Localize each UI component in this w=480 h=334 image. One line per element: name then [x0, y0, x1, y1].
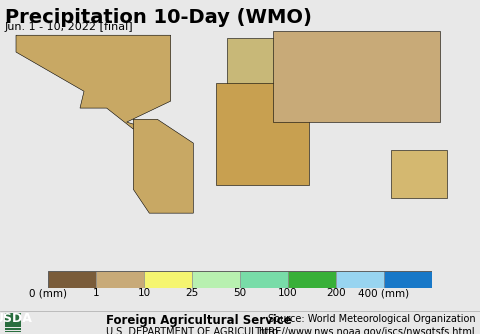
Text: 100: 100 — [278, 288, 298, 298]
Polygon shape — [273, 31, 440, 122]
Bar — [144, 271, 192, 288]
Bar — [5, 325, 21, 327]
Text: U.S. DEPARTMENT OF AGRICULTURE: U.S. DEPARTMENT OF AGRICULTURE — [106, 327, 281, 334]
Text: 1: 1 — [93, 288, 99, 298]
Bar — [96, 271, 144, 288]
Bar — [48, 271, 96, 288]
Text: USDA: USDA — [0, 312, 33, 325]
Text: 200: 200 — [326, 288, 346, 298]
Bar — [288, 271, 336, 288]
Text: Jun. 1 - 10, 2022 [final]: Jun. 1 - 10, 2022 [final] — [5, 22, 133, 32]
Text: 400 (mm): 400 (mm) — [359, 288, 409, 298]
Text: 50: 50 — [233, 288, 247, 298]
Bar — [192, 271, 240, 288]
Text: http://www.nws.noaa.gov/iscs/nwsgtsfs.html: http://www.nws.noaa.gov/iscs/nwsgtsfs.ht… — [259, 327, 475, 334]
Polygon shape — [227, 38, 293, 87]
Bar — [5, 328, 21, 330]
Polygon shape — [133, 119, 193, 213]
Polygon shape — [16, 35, 171, 129]
Text: 25: 25 — [185, 288, 199, 298]
Text: 10: 10 — [137, 288, 151, 298]
Bar — [384, 271, 432, 288]
Text: Foreign Agricultural Service: Foreign Agricultural Service — [106, 314, 291, 327]
Bar — [5, 313, 21, 325]
Bar — [5, 331, 21, 332]
Text: Precipitation 10-Day (WMO): Precipitation 10-Day (WMO) — [5, 8, 312, 27]
Text: 0 (mm): 0 (mm) — [29, 288, 67, 298]
Polygon shape — [391, 150, 447, 198]
Text: Source: World Meteorological Organization: Source: World Meteorological Organizatio… — [267, 314, 475, 324]
Bar — [240, 271, 288, 288]
Polygon shape — [216, 83, 309, 185]
Bar — [336, 271, 384, 288]
